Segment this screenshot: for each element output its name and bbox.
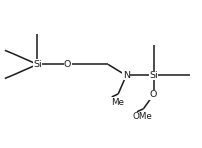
- Text: Si: Si: [149, 71, 158, 80]
- Text: Si: Si: [33, 60, 42, 69]
- Text: O: O: [64, 60, 71, 69]
- Text: OMe: OMe: [133, 112, 152, 121]
- Text: O: O: [150, 90, 157, 99]
- Text: N: N: [123, 71, 130, 80]
- Text: Me: Me: [111, 98, 124, 107]
